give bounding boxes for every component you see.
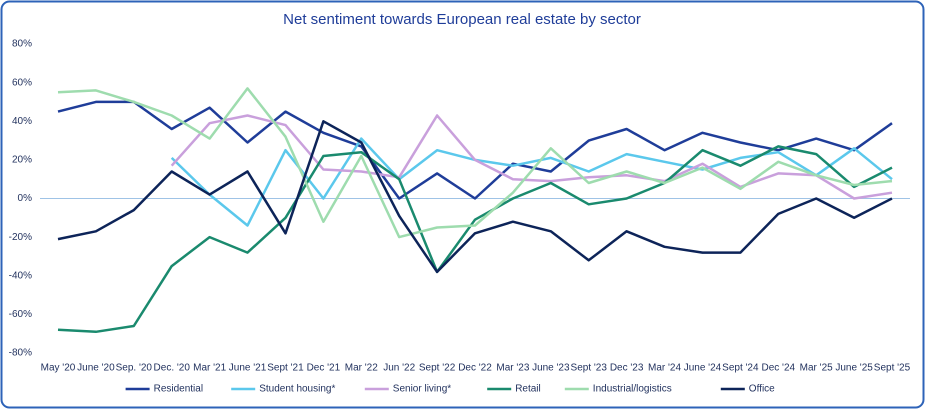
x-tick-label: Mar '25 (800, 363, 833, 374)
x-tick-label: Jun '22 (383, 363, 415, 374)
series-line (170, 114, 893, 200)
y-tick-label: 0% (18, 193, 33, 204)
y-tick-label: 60% (12, 77, 32, 88)
y-tick-label: -60% (9, 309, 32, 320)
series-line (170, 137, 893, 227)
x-tick-label: May '20 (41, 363, 76, 374)
x-tick-label: Dec '23 (610, 363, 644, 374)
x-tick-label: Dec '21 (307, 363, 341, 374)
x-tick-label: Mar '24 (648, 363, 681, 374)
legend-label: Student housing* (259, 384, 335, 395)
legend-label: Senior living* (393, 384, 451, 395)
x-tick-label: Sept '24 (722, 363, 759, 374)
x-tick-label: June '24 (684, 363, 722, 374)
x-tick-label: Sept '21 (267, 363, 304, 374)
x-tick-label: Dec '22 (458, 363, 492, 374)
series-line (57, 145, 893, 334)
y-tick-label: -20% (9, 232, 32, 243)
x-tick-label: June '21 (229, 363, 267, 374)
legend-label: Industrial/logistics (593, 384, 672, 395)
y-tick-label: -40% (9, 270, 32, 281)
series-line (57, 120, 893, 274)
x-tick-label: Mar '23 (496, 363, 529, 374)
y-tick-label: 80% (12, 39, 32, 50)
y-tick-label: 20% (12, 155, 32, 166)
y-tick-label: 40% (12, 116, 32, 127)
y-tick-label: -80% (9, 348, 32, 359)
x-tick-label: Sept '22 (419, 363, 456, 374)
x-tick-label: Sep. '20 (116, 363, 153, 374)
x-tick-label: Dec. '20 (154, 363, 191, 374)
legend-label: Retail (515, 384, 541, 395)
x-tick-label: June '23 (532, 363, 570, 374)
x-tick-label: June '20 (77, 363, 115, 374)
x-tick-label: Dec '24 (761, 363, 795, 374)
legend-label: Residential (154, 384, 203, 395)
x-tick-label: Sept '25 (874, 363, 911, 374)
x-tick-label: Mar '22 (345, 363, 378, 374)
series-line (57, 100, 893, 200)
x-tick-label: June '25 (835, 363, 873, 374)
x-tick-label: Sept '23 (571, 363, 608, 374)
series-line (57, 87, 893, 239)
x-tick-label: Mar '21 (193, 363, 226, 374)
legend-label: Office (749, 384, 775, 395)
chart-title: Net sentiment towards European real esta… (283, 11, 641, 28)
